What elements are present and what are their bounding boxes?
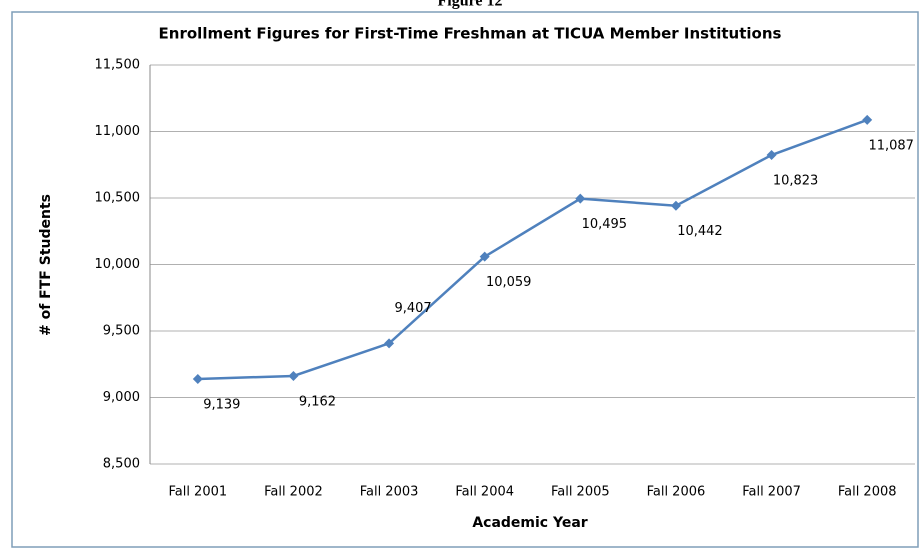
line — [197, 118, 868, 381]
marker — [766, 150, 777, 161]
x-axis-title: Academic Year — [472, 515, 587, 531]
data-label: 10,495 — [582, 217, 628, 232]
data-label: 9,162 — [299, 394, 336, 409]
marker — [288, 370, 299, 381]
y-tick-label: 10,000 — [95, 257, 141, 272]
marker — [670, 200, 681, 211]
y-tick-label: 9,500 — [103, 324, 140, 339]
marker — [575, 193, 586, 204]
x-tick-label: Fall 2003 — [360, 485, 419, 500]
y-tick-label: 9,000 — [103, 390, 140, 405]
data-label: 11,087 — [868, 138, 914, 153]
marker — [192, 374, 203, 385]
x-tick-label: Fall 2007 — [742, 485, 801, 500]
data-label: 10,823 — [773, 174, 819, 189]
x-tick-label: Fall 2002 — [264, 485, 323, 500]
x-tick-label: Fall 2004 — [455, 485, 514, 500]
y-tick-label: 10,500 — [95, 191, 141, 206]
data-label: 10,442 — [677, 224, 723, 239]
y-axis-title: # of FTF Students — [38, 194, 54, 336]
marker — [479, 251, 490, 262]
chart-frame — [11, 11, 919, 548]
data-label: 9,407 — [394, 301, 431, 316]
chart-title: Enrollment Figures for First-Time Freshm… — [159, 25, 782, 43]
data-label: 9,139 — [203, 398, 240, 413]
x-tick-label: Fall 2006 — [647, 485, 706, 500]
x-tick-label: Fall 2001 — [168, 485, 227, 500]
figure-label: Figure 12 — [437, 0, 502, 10]
marker — [862, 114, 873, 125]
y-tick-label: 11,500 — [95, 58, 141, 73]
marker — [384, 338, 395, 349]
x-tick-label: Fall 2008 — [838, 485, 897, 500]
y-tick-label: 8,500 — [103, 457, 140, 472]
y-tick-label: 11,000 — [95, 124, 141, 139]
data-label: 10,059 — [486, 275, 532, 290]
x-tick-label: Fall 2005 — [551, 485, 610, 500]
